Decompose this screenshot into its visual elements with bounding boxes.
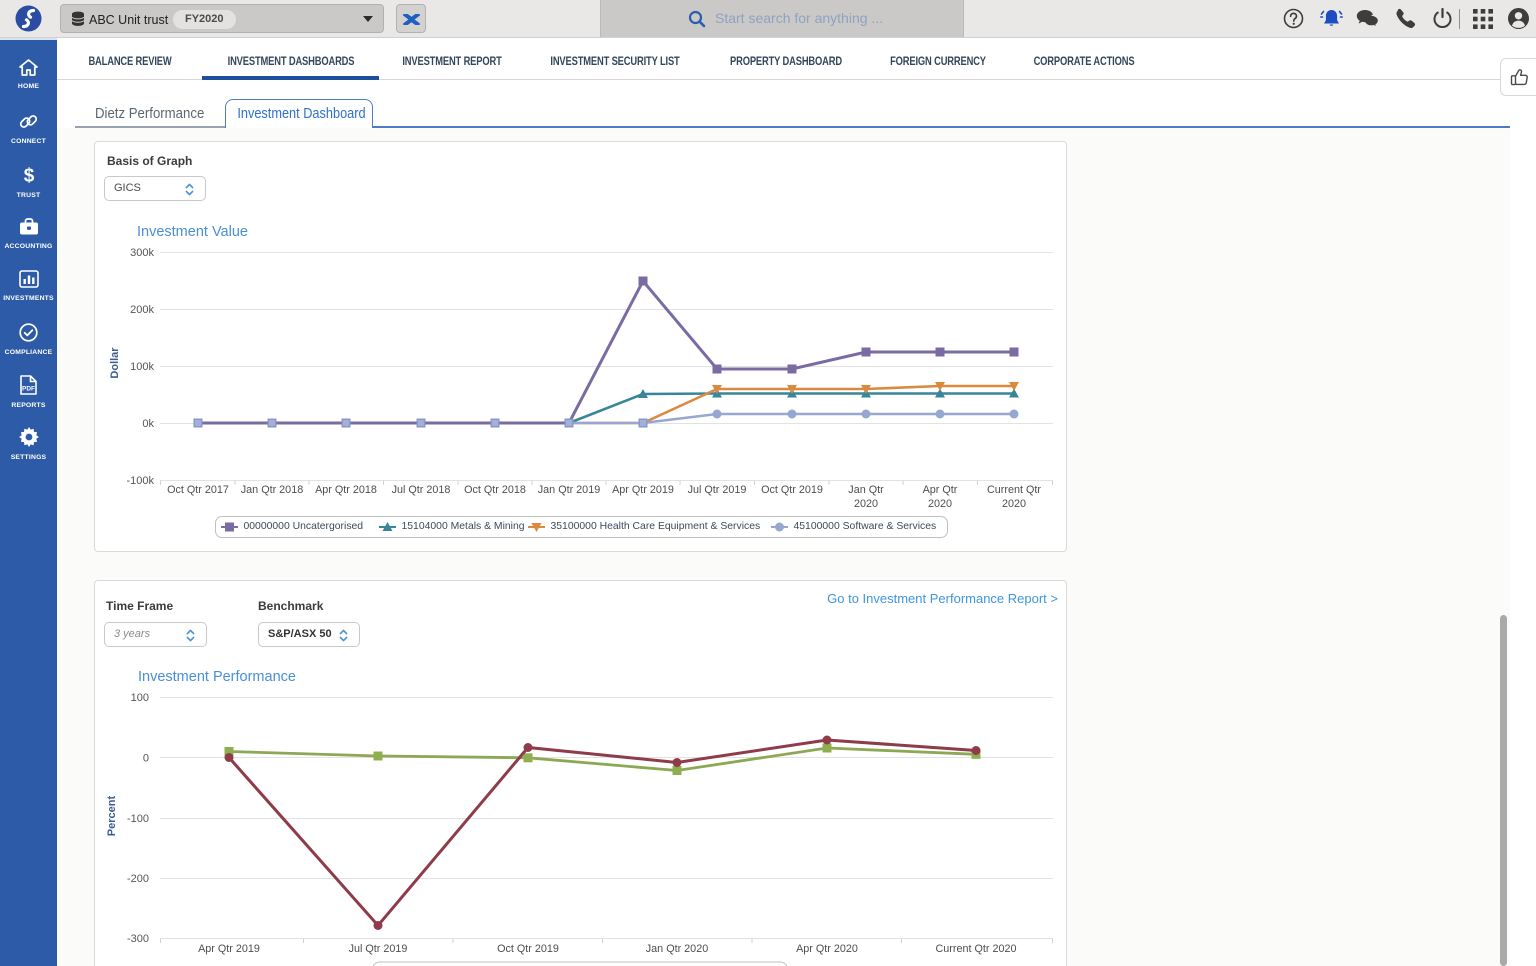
svg-text:-200: -200: [127, 873, 149, 885]
svg-text:-100k: -100k: [126, 475, 154, 487]
svg-text:200k: 200k: [130, 304, 154, 316]
svg-text:2020: 2020: [854, 498, 878, 510]
svg-text:Jul Qtr 2019: Jul Qtr 2019: [349, 943, 408, 955]
svg-text:2020: 2020: [1002, 498, 1026, 510]
svg-text:300k: 300k: [130, 247, 154, 259]
svg-text:Jan Qtr 2019: Jan Qtr 2019: [538, 484, 600, 496]
svg-text:Current Qtr 2020: Current Qtr 2020: [935, 943, 1016, 955]
svg-text:-100: -100: [127, 813, 149, 825]
svg-text:Apr Qtr 2019: Apr Qtr 2019: [198, 943, 260, 955]
svg-text:$: $: [23, 166, 34, 186]
svg-text:0: 0: [143, 753, 149, 765]
svg-text:Oct Qtr 2017: Oct Qtr 2017: [167, 484, 229, 496]
svg-text:100k: 100k: [130, 361, 154, 373]
svg-text:Apr Qtr 2020: Apr Qtr 2020: [796, 943, 858, 955]
svg-text:Current Qtr: Current Qtr: [987, 484, 1041, 496]
svg-text:PDF: PDF: [22, 386, 35, 393]
svg-text:Apr Qtr 2018: Apr Qtr 2018: [315, 484, 377, 496]
svg-text:Oct Qtr 2019: Oct Qtr 2019: [497, 943, 559, 955]
svg-text:Dollar: Dollar: [109, 347, 121, 379]
svg-text:Jul Qtr 2018: Jul Qtr 2018: [392, 484, 451, 496]
svg-text:0k: 0k: [142, 418, 154, 430]
svg-text:100: 100: [131, 692, 149, 704]
svg-text:2020: 2020: [928, 498, 952, 510]
svg-text:Jan Qtr 2020: Jan Qtr 2020: [646, 943, 708, 955]
svg-text:Jul Qtr 2019: Jul Qtr 2019: [688, 484, 747, 496]
svg-text:Oct Qtr 2019: Oct Qtr 2019: [761, 484, 823, 496]
svg-text:Percent: Percent: [106, 795, 118, 836]
svg-text:Oct Qtr 2018: Oct Qtr 2018: [464, 484, 526, 496]
svg-text:Apr Qtr 2019: Apr Qtr 2019: [612, 484, 674, 496]
svg-text:-300: -300: [127, 933, 149, 945]
svg-text:Jan Qtr 2018: Jan Qtr 2018: [241, 484, 303, 496]
svg-text:Jan Qtr: Jan Qtr: [848, 484, 884, 496]
svg-text:Apr Qtr: Apr Qtr: [923, 484, 958, 496]
